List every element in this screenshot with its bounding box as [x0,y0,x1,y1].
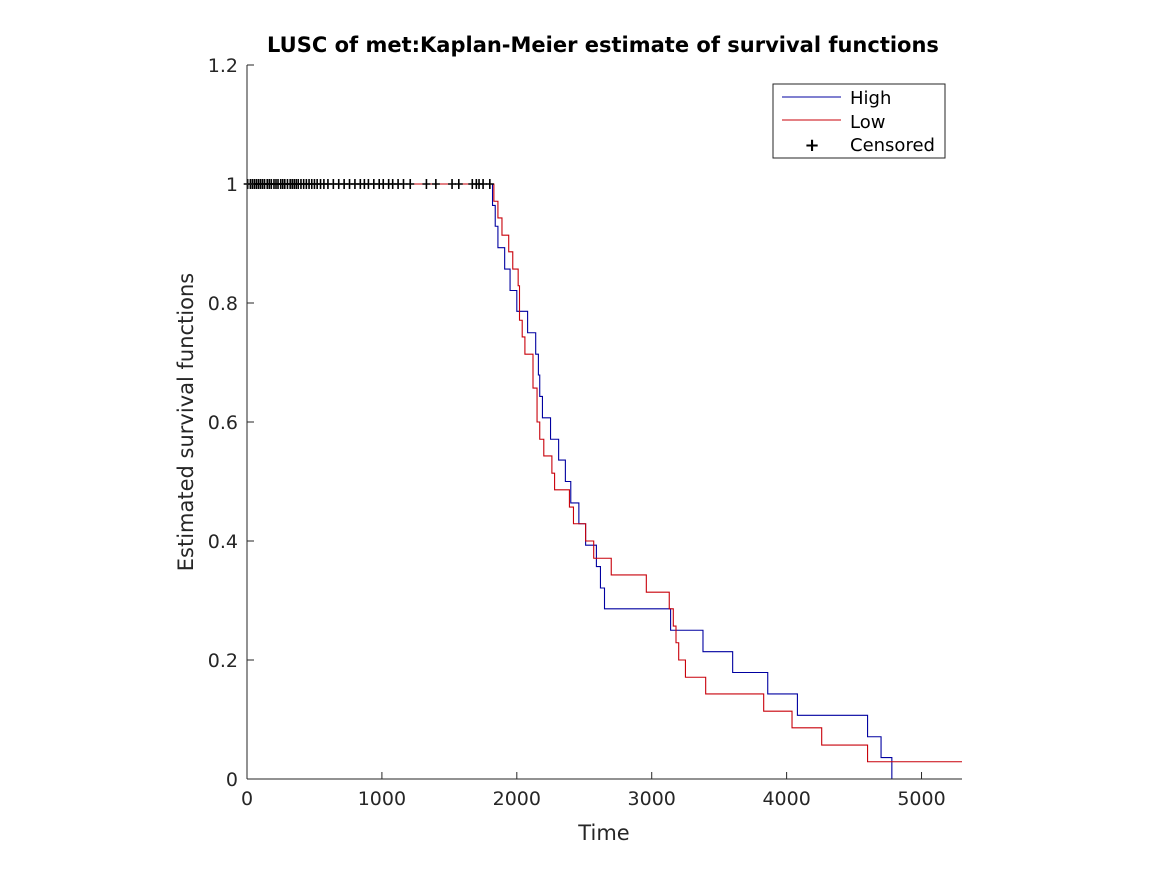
x-tick-label: 3000 [628,788,676,810]
x-tick-label: 5000 [897,788,945,810]
y-tick-label: 0.2 [208,650,238,672]
series-group [247,183,962,779]
censored-marker [406,179,415,189]
series-line-low [247,183,962,763]
y-tick-label: 1.2 [208,55,238,77]
y-tick-label: 0 [226,769,238,791]
censored-marker [479,179,488,189]
x-tick-label: 4000 [762,788,810,810]
chart-title: LUSC of met:Kaplan-Meier estimate of sur… [267,33,939,57]
series-line-high [247,183,893,779]
y-tick-label: 0.4 [208,531,238,553]
censored-marker [399,179,408,189]
y-ticks: 0 0.2 0.4 0.6 0.8 1 1.2 [208,55,254,791]
y-axis-label: Estimated survival functions [174,273,198,571]
legend-censored-label: Censored [850,135,935,156]
legend-censored-marker: + [804,135,819,156]
censored-marker [454,179,463,189]
y-tick-label: 0.8 [208,293,238,315]
legend: High Low + Censored [772,83,946,159]
y-tick-label: 0.6 [208,412,238,434]
x-tick-label: 1000 [358,788,406,810]
x-tick-label: 0 [241,788,253,810]
censored-marker [448,179,457,189]
x-tick-label: 2000 [493,788,541,810]
censored-marker [422,179,431,189]
x-ticks: 0 1000 2000 3000 4000 5000 [241,772,946,810]
legend-low-label: Low [850,112,885,133]
axes-box [247,65,962,779]
legend-high-label: High [850,88,891,109]
y-tick-label: 1 [226,174,238,196]
censored-group [243,179,494,189]
x-axis-label: Time [577,821,629,845]
censored-marker [431,179,440,189]
censored-marker [485,179,494,189]
legend-box [772,83,946,159]
plot-area: 0 1000 2000 3000 4000 5000 0 0.2 0.4 0.6 0.8 1 1.2 [208,55,962,810]
